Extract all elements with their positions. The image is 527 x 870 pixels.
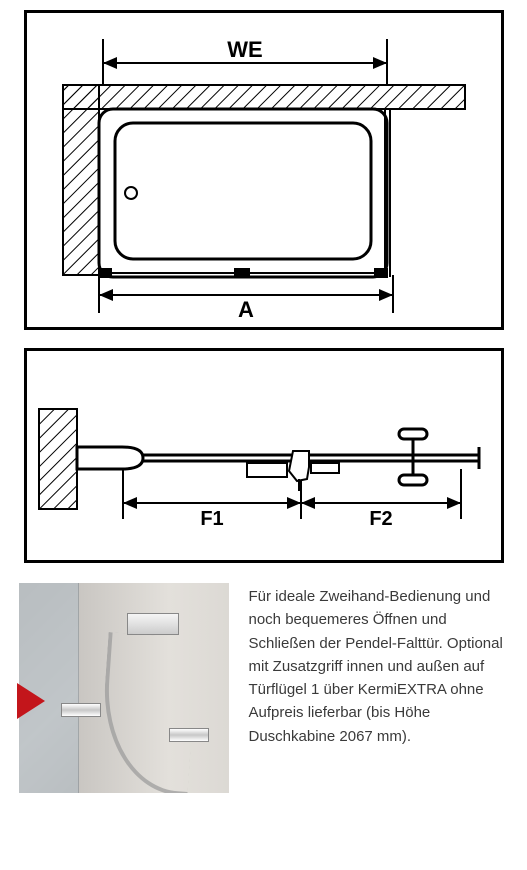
dimension-WE-label: WE <box>227 37 262 62</box>
diagram-mid-svg: F1 F2 <box>27 351 501 560</box>
shower-fitting <box>127 613 179 635</box>
product-photo <box>19 583 229 793</box>
hinge-body <box>77 447 143 469</box>
diagram-mid-section: F1 F2 <box>24 348 504 563</box>
diagram-top-svg: WE A <box>27 13 501 327</box>
dimension-F1-label: F1 <box>200 508 223 530</box>
highlight-arrow-icon <box>17 683 45 719</box>
right-handle <box>399 429 427 485</box>
diagram-top-plan: WE A <box>24 10 504 330</box>
dimension-A-label: A <box>238 297 254 322</box>
center-hinge <box>247 451 339 491</box>
tub-outline <box>99 109 387 277</box>
description-text: Für ideale Zweihand-Bedienung und noch b… <box>249 583 509 748</box>
door-handle-1 <box>61 703 101 717</box>
dimension-F2-label: F2 <box>369 508 392 530</box>
wall-left-hatched <box>39 409 77 509</box>
door-handle-2 <box>169 728 209 742</box>
